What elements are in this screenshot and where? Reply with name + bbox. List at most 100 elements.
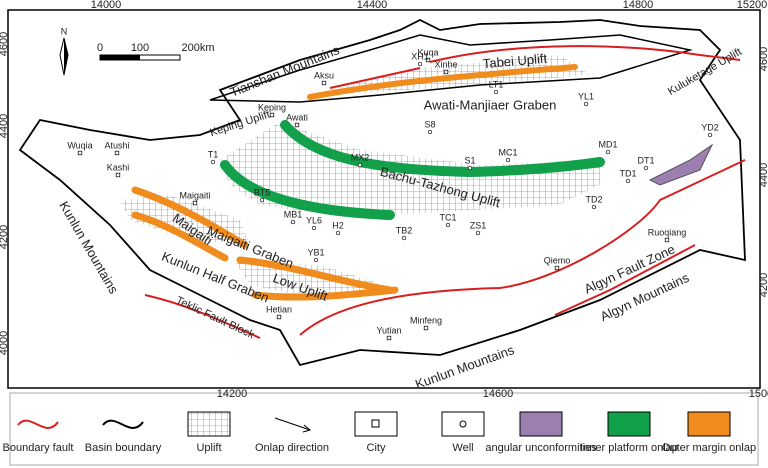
well-marker: [313, 257, 319, 263]
well-label: TD1: [619, 168, 636, 178]
onlap-bands: [131, 64, 605, 301]
basin-boundary: [209, 34, 693, 103]
scale-label: 0: [97, 42, 103, 54]
legend-label: Onlap direction: [255, 442, 329, 454]
well-label: MX2: [351, 152, 370, 162]
well-marker: [417, 61, 423, 67]
well-marker: [259, 197, 265, 203]
grid-label: 4000: [0, 331, 10, 355]
grid-label: 14600: [483, 388, 514, 400]
well-marker: [427, 129, 433, 135]
grid-label: 4600: [0, 32, 10, 56]
legend-symbols: [9, 392, 759, 466]
well-marker: [401, 235, 407, 241]
grid-label: 4200: [758, 273, 768, 297]
legend-label: angular unconformities: [485, 442, 597, 454]
region-label: Awati-Manjiaer Graben: [424, 97, 557, 112]
city-marker: [386, 335, 392, 341]
well-label: TB2: [396, 225, 413, 235]
well-label: LT1: [489, 79, 504, 89]
city-marker: [321, 80, 327, 86]
legend-label: Well: [452, 442, 473, 454]
legend-label: City: [367, 442, 386, 454]
city-label: Xinhe: [434, 59, 457, 69]
city-label: Atushi: [104, 140, 129, 150]
basin-boundary: [18, 18, 746, 367]
well-marker: [290, 219, 296, 225]
city-label: Minfeng: [410, 315, 442, 325]
grid-label: 15000: [749, 388, 768, 400]
well-label: S1: [464, 155, 475, 165]
legend-label: Outer margin onlap: [662, 442, 756, 454]
grid-label: 4600: [758, 47, 768, 71]
well-label: BT5: [254, 187, 271, 197]
well-marker: [475, 230, 481, 236]
city-label: Aksu: [314, 70, 334, 80]
well-marker: [467, 165, 473, 171]
well-label: YL6: [306, 215, 322, 225]
city-label: Ruoqiang: [648, 227, 687, 237]
well-label: T1: [208, 149, 219, 159]
region-label: Tabei Uplift: [482, 51, 548, 72]
city-label: Kuqa: [417, 47, 438, 57]
city-label: Qiemo: [544, 255, 571, 265]
well-marker: [357, 162, 363, 168]
city-marker: [276, 314, 282, 320]
well-marker: [707, 132, 713, 138]
well-marker: [493, 89, 499, 95]
well-label: XH1: [411, 51, 429, 61]
well-marker: [591, 204, 597, 210]
well-marker: [643, 165, 649, 171]
angular-unconformity: [648, 143, 714, 186]
scale-label: 200km: [181, 42, 214, 54]
well-marker: [445, 222, 451, 228]
legend-label: Boundary fault: [3, 442, 74, 454]
well-label: H2: [332, 220, 344, 230]
north-label: N: [61, 26, 68, 36]
city-label: Kashi: [107, 162, 130, 172]
city-marker: [443, 69, 449, 75]
city-marker: [192, 200, 198, 206]
city-marker: [423, 325, 429, 331]
grid-label: 15200: [737, 0, 768, 11]
well-label: TD2: [585, 194, 602, 204]
city-label: Maigaiti: [179, 190, 210, 200]
grid-label: 14800: [623, 0, 654, 11]
city-label: Awati: [286, 112, 308, 122]
city-label: Hetian: [266, 304, 292, 314]
well-marker: [605, 149, 611, 155]
well-label: MB1: [284, 209, 303, 219]
grid-label: 14000: [91, 0, 122, 11]
city-marker: [114, 150, 120, 156]
well-marker: [335, 230, 341, 236]
well-label: DT1: [637, 155, 654, 165]
city-marker: [554, 265, 560, 271]
city-marker: [269, 112, 275, 118]
city-label: Wuqia: [67, 140, 92, 150]
grid-label: 4200: [0, 225, 10, 249]
city-marker: [77, 150, 83, 156]
city-label: Yutian: [376, 325, 401, 335]
well-marker: [311, 225, 317, 231]
city-marker: [425, 57, 431, 63]
grid-label: 4400: [0, 114, 10, 138]
north-arrow: [64, 38, 68, 75]
scale-bar: [99, 54, 181, 61]
city-marker: [664, 237, 670, 243]
boundary-faults: [144, 45, 746, 339]
well-marker: [583, 101, 589, 107]
legend-label: Inner platform onlap: [580, 442, 678, 454]
city-label: Keping: [258, 102, 286, 112]
well-label: MC1: [498, 147, 517, 157]
grid-label: 14400: [357, 0, 388, 11]
city-marker: [115, 172, 121, 178]
grid-label: 14200: [217, 388, 248, 400]
well-label: YL1: [578, 91, 594, 101]
well-marker: [625, 178, 631, 184]
well-label: YB1: [307, 247, 324, 257]
well-label: TC1: [439, 212, 456, 222]
grid-label: 4400: [758, 163, 768, 187]
well-label: S8: [424, 119, 435, 129]
city-marker: [294, 122, 300, 128]
